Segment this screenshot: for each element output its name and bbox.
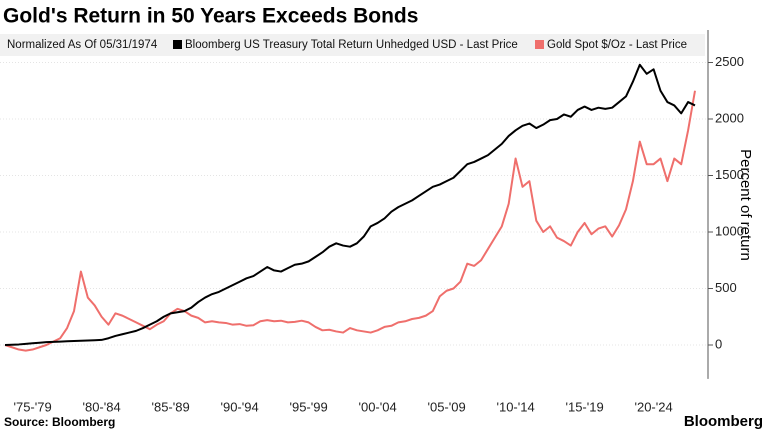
legend-label: Bloomberg US Treasury Total Return Unhed… [185,39,518,51]
subtitle: Normalized As Of 05/31/1974 [7,39,158,51]
x-tick-label: '80-'84 [82,399,120,414]
source: Source: Bloomberg [4,415,115,429]
x-tick-label: '75-'79 [13,399,51,414]
x-tick-label: '85-'89 [151,399,189,414]
x-tick-label: '20-'24 [634,399,672,414]
x-tick-label: '95-'99 [289,399,327,414]
y-tick-label: 500 [715,280,737,295]
series-line [4,90,696,352]
x-tick-label: '10-'14 [496,399,534,414]
y-tick-label: 2000 [715,110,744,125]
chart-title: Gold's Return in 50 Years Exceeds Bonds [3,5,418,28]
legend-swatch [535,40,544,49]
series-line [4,63,696,346]
brand: Bloomberg [684,413,763,430]
y-axis-title: Percent of return [737,149,754,261]
legend-bar [0,34,705,56]
y-tick-label: 1500 [715,167,744,182]
x-tick-label: '90-'94 [220,399,258,414]
legend-label: Gold Spot $/Oz - Last Price [547,39,687,51]
y-tick-label: 1000 [715,223,744,238]
legend-swatch [173,40,182,49]
x-tick-label: '15-'19 [565,399,603,414]
y-tick-label: 0 [715,336,722,351]
x-tick-label: '05-'09 [427,399,465,414]
x-tick-label: '00-'04 [358,399,396,414]
y-tick-label: 2500 [715,54,744,69]
